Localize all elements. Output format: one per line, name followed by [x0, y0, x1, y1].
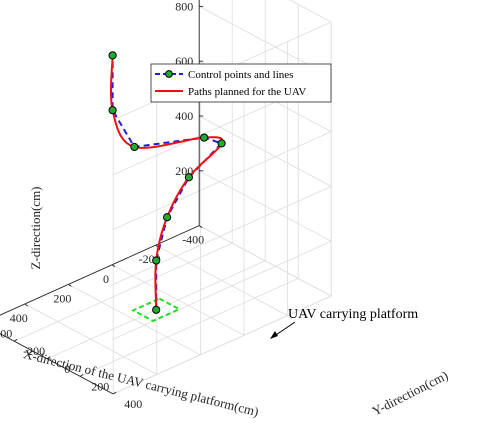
y-axis-line — [0, 333, 114, 395]
control-point-markers — [108, 51, 226, 314]
control-point-marker — [152, 305, 161, 314]
y-tick-mark — [112, 391, 117, 395]
y-tick-mark — [79, 374, 84, 377]
x-tick-mark — [198, 225, 203, 228]
control-point-marker — [217, 139, 226, 148]
y-tick-mark — [13, 338, 18, 342]
control-point-marker — [200, 133, 209, 142]
control-point-marker — [152, 256, 161, 265]
control-point-marker — [108, 51, 117, 60]
y-axis-label: Y-direction(cm) — [370, 367, 451, 418]
y-tick-label: 400 — [124, 397, 142, 411]
back-grid-line — [199, 170, 332, 242]
back-grid-line — [113, 295, 332, 395]
floor-grid-line — [14, 242, 233, 342]
y-tick-label: -400 — [0, 327, 12, 341]
z-tick-label: 800 — [175, 0, 193, 13]
x-tick-label: -400 — [182, 233, 204, 247]
legend-label-control: Control points and lines — [188, 69, 293, 81]
x-axis-line — [0, 225, 200, 316]
uav-platform-marker — [130, 297, 182, 323]
y-tick-label: 0 — [64, 362, 70, 376]
legend: Control points and lines Paths planned f… — [150, 63, 332, 103]
x-tick-labels: -400-2000200400600 — [10, 225, 204, 325]
back-grid-line — [113, 240, 332, 340]
platform-annotation: UAV carrying platform — [288, 307, 418, 322]
control-point-marker — [163, 213, 172, 222]
x-tick-label: 200 — [53, 291, 71, 305]
y-tick-mark — [46, 356, 51, 360]
control-points-line — [111, 55, 224, 310]
back-grid-line — [199, 115, 332, 187]
x-tick-mark — [111, 264, 116, 268]
legend-marker-control — [165, 70, 173, 78]
back-grid-line — [113, 131, 332, 230]
z-axis-label: Z-direction(cm) — [28, 186, 43, 269]
floor-grid-line — [80, 278, 299, 377]
control-point-marker — [108, 106, 117, 115]
x-tick-mark — [68, 284, 72, 287]
control-point-marker — [130, 142, 139, 152]
y-tick-label: 200 — [91, 379, 109, 393]
y-tick-label: -200 — [23, 344, 45, 358]
z-tick-label: 400 — [175, 109, 193, 123]
legend-label-path: Paths planned for the UAV — [188, 86, 306, 98]
back-grid-line — [289, 0, 332, 23]
back-grid-line — [113, 186, 332, 285]
annotation-arrow-head — [270, 331, 278, 339]
back-grid-line — [199, 225, 332, 297]
control-point-marker — [184, 173, 193, 182]
x-tick-label: 400 — [10, 311, 28, 325]
floor-grid — [0, 225, 332, 395]
x-tick-mark — [24, 303, 29, 307]
y-tick-labels: -400 -200 0 200 400 — [0, 327, 142, 411]
x-tick-label: 0 — [103, 272, 109, 286]
legend-box — [150, 63, 332, 103]
